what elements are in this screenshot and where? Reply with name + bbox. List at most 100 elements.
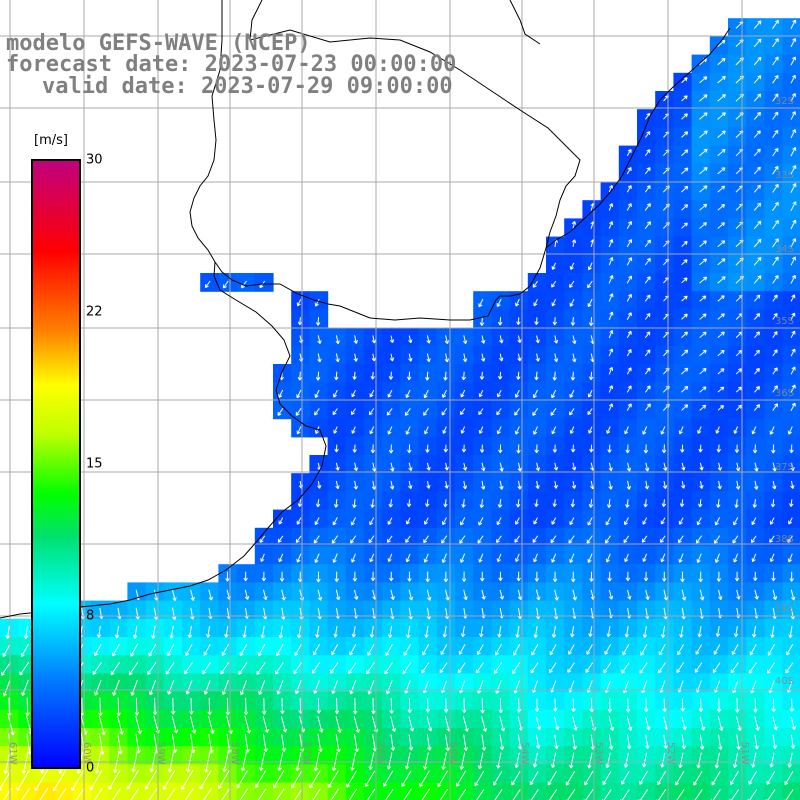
- wind-arrow: [572, 734, 577, 750]
- wind-arrow: [626, 185, 632, 193]
- wind-arrow: [426, 716, 433, 732]
- wind-arrow: [478, 553, 484, 563]
- wind-arrow: [405, 752, 411, 770]
- wind-arrow: [550, 408, 557, 416]
- wind-arrow: [516, 317, 521, 325]
- wind-arrow: [660, 535, 666, 543]
- wind-arrow: [221, 644, 229, 656]
- wind-arrow: [444, 335, 450, 345]
- wind-arrow: [785, 662, 794, 674]
- wind-arrow: [352, 444, 357, 453]
- wind-arrow: [441, 535, 448, 544]
- wind-arrow: [681, 259, 688, 266]
- wind-arrow: [493, 770, 503, 786]
- wind-arrow: [263, 589, 268, 601]
- wind-arrow: [569, 426, 575, 434]
- wind-arrow: [790, 294, 796, 302]
- wind-arrow: [772, 462, 777, 472]
- wind-arrow: [752, 499, 757, 508]
- border-uruguay-brazil: [249, 29, 581, 249]
- wind-arrow: [327, 770, 339, 789]
- wind-arrow: [626, 312, 632, 320]
- wind-arrow: [754, 313, 761, 320]
- wind-arrow: [625, 698, 631, 713]
- wind-arrow: [425, 571, 430, 583]
- wind-arrow: [496, 535, 502, 544]
- wind-arrow: [261, 571, 267, 582]
- wind-arrow: [403, 788, 412, 800]
- wind-arrow: [367, 680, 375, 695]
- wind-arrow: [165, 662, 175, 675]
- wind-arrow: [481, 335, 486, 344]
- wind-arrow: [96, 625, 102, 639]
- wind-arrow: [281, 734, 287, 752]
- wind-arrow: [572, 335, 577, 345]
- wind-arrow: [787, 553, 793, 563]
- wind-arrow: [772, 367, 778, 375]
- wind-arrow: [460, 408, 466, 416]
- wind-arrow: [459, 535, 466, 544]
- wind-arrow: [716, 444, 722, 453]
- wind-arrow: [608, 257, 614, 266]
- wind-arrow: [424, 625, 429, 639]
- wind-arrow: [331, 535, 339, 544]
- wind-arrow: [608, 589, 614, 600]
- wind-arrow: [699, 481, 704, 489]
- wind-arrow: [570, 317, 576, 326]
- wind-arrow: [441, 408, 448, 416]
- wind-arrow: [626, 148, 632, 157]
- wind-arrow: [387, 553, 393, 562]
- wind-arrow: [730, 662, 739, 674]
- wind-arrow: [208, 733, 214, 754]
- wind-arrow: [439, 788, 449, 800]
- colorbar-tick-30: 30: [86, 152, 103, 168]
- wind-arrow: [330, 788, 340, 800]
- wind-arrow: [681, 149, 689, 157]
- wind-arrow: [134, 697, 140, 716]
- wind-arrow: [644, 403, 651, 411]
- wind-arrow: [694, 662, 703, 673]
- wind-arrow: [769, 553, 775, 563]
- wind-arrow: [570, 444, 576, 453]
- wind-arrow: [498, 571, 503, 582]
- wind-arrow: [624, 553, 629, 563]
- wind-arrow: [277, 408, 284, 416]
- wind-arrow: [681, 77, 688, 84]
- wind-arrow: [772, 111, 779, 120]
- wind-arrow: [442, 625, 447, 638]
- wind-arrow: [389, 353, 395, 362]
- wind-arrow: [477, 535, 484, 544]
- wind-arrow: [353, 716, 360, 733]
- wind-arrow: [98, 715, 106, 736]
- wind-arrow: [608, 221, 614, 229]
- wind-arrow: [772, 256, 779, 266]
- wind-arrow: [608, 203, 614, 211]
- wind-arrow: [772, 480, 777, 490]
- wind-arrow: [421, 662, 430, 674]
- wind-arrow: [390, 716, 397, 732]
- wind-arrow: [457, 662, 466, 674]
- wind-arrow: [608, 330, 614, 339]
- wind-arrow: [772, 734, 778, 750]
- wind-arrow: [116, 697, 121, 717]
- wind-arrow: [117, 733, 123, 755]
- wind-arrow: [405, 535, 411, 543]
- wind-arrow: [277, 752, 284, 771]
- wind-arrow: [291, 770, 303, 789]
- wind-arrow: [533, 298, 538, 307]
- wind-arrow: [681, 167, 689, 175]
- wind-arrow: [244, 589, 250, 600]
- wind-arrow: [531, 644, 539, 656]
- wind-arrow: [297, 371, 303, 381]
- wind-arrow: [19, 661, 30, 676]
- wind-arrow: [788, 517, 793, 525]
- wind-arrow: [390, 589, 395, 601]
- wind-arrow: [626, 385, 632, 393]
- wind-arrow: [680, 444, 685, 453]
- wind-arrow: [334, 444, 339, 453]
- wind-arrow: [699, 386, 707, 393]
- wind-arrow: [644, 313, 651, 320]
- wind-arrow: [535, 716, 542, 731]
- wind-arrow: [259, 752, 265, 772]
- wind-arrow: [605, 752, 611, 769]
